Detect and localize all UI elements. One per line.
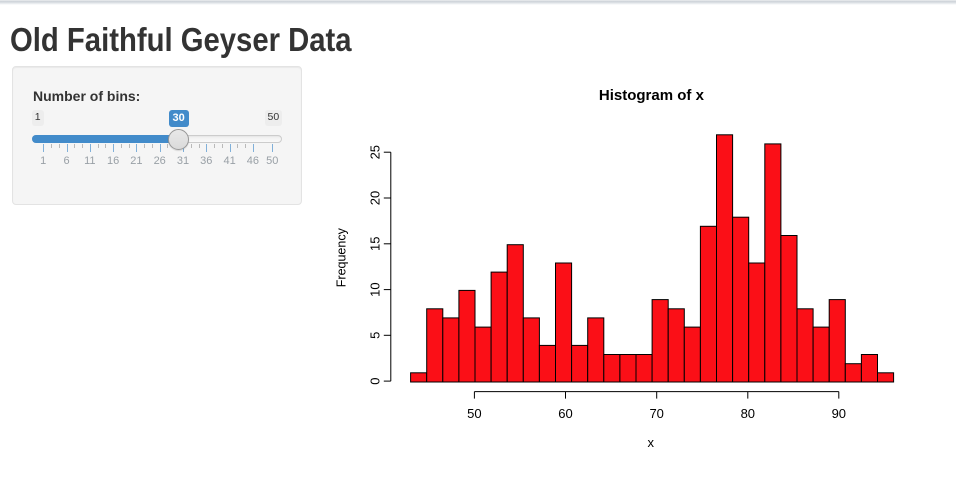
svg-text:60: 60 xyxy=(558,406,572,421)
svg-text:50: 50 xyxy=(467,406,481,421)
svg-text:x: x xyxy=(648,435,655,450)
svg-text:25: 25 xyxy=(368,145,383,159)
svg-text:80: 80 xyxy=(741,406,755,421)
svg-text:Histogram of x: Histogram of x xyxy=(599,87,705,104)
svg-text:10: 10 xyxy=(368,282,383,296)
svg-text:20: 20 xyxy=(368,191,383,205)
svg-text:0: 0 xyxy=(368,377,383,384)
svg-text:Frequency: Frequency xyxy=(334,227,348,287)
svg-text:5: 5 xyxy=(368,332,383,339)
svg-text:70: 70 xyxy=(649,406,663,421)
svg-text:15: 15 xyxy=(368,237,383,251)
svg-text:90: 90 xyxy=(832,406,846,421)
